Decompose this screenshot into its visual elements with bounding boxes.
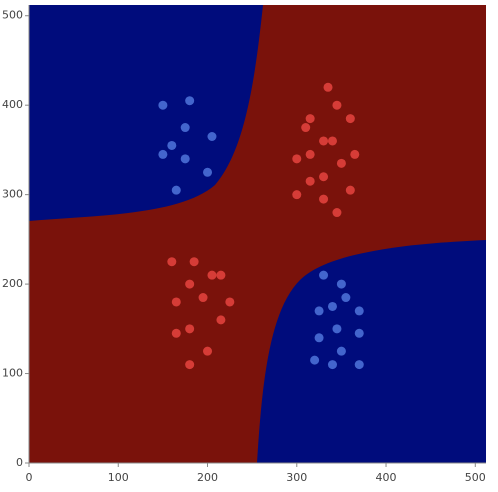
point (292, 190, 302, 200)
point (185, 279, 195, 289)
y-tick-label: 0 (16, 456, 23, 469)
point (171, 328, 181, 338)
point (158, 149, 168, 159)
point (158, 100, 168, 110)
x-tick-label: 0 (26, 471, 33, 484)
point (171, 185, 181, 195)
y-tick-label: 500 (2, 9, 23, 22)
point (323, 82, 333, 92)
point (327, 360, 337, 370)
point (216, 315, 226, 325)
point (207, 270, 217, 280)
point (354, 328, 364, 338)
point (185, 96, 195, 106)
point (310, 355, 320, 365)
point (301, 123, 311, 133)
point (354, 306, 364, 316)
point (327, 136, 337, 146)
y-tick-label: 200 (2, 277, 23, 290)
point (305, 149, 315, 159)
x-tick-label: 300 (286, 471, 307, 484)
point (305, 176, 315, 186)
point (203, 346, 213, 356)
point (354, 360, 364, 370)
point (216, 270, 226, 280)
point (319, 194, 329, 204)
point (332, 324, 342, 334)
y-tick-label: 100 (2, 367, 23, 380)
point (180, 123, 190, 133)
point (319, 136, 329, 146)
point (350, 149, 360, 159)
x-tick-label: 500 (465, 471, 486, 484)
point (198, 293, 208, 303)
point (305, 114, 315, 124)
point (314, 333, 324, 343)
point (332, 208, 342, 218)
point (167, 257, 177, 267)
point (332, 100, 342, 110)
point (171, 297, 181, 307)
x-tick-label: 100 (108, 471, 129, 484)
point (203, 167, 213, 177)
point (336, 158, 346, 168)
point (185, 360, 195, 370)
x-tick-label: 200 (197, 471, 218, 484)
point (207, 131, 217, 141)
point (292, 154, 302, 164)
y-tick-label: 400 (2, 98, 23, 111)
point (185, 324, 195, 334)
point (341, 293, 351, 303)
point (189, 257, 199, 267)
point (327, 301, 337, 311)
region-blue (257, 240, 486, 463)
point (345, 185, 355, 195)
point (314, 306, 324, 316)
point (225, 297, 235, 307)
region-blue (29, 5, 263, 221)
point (319, 270, 329, 280)
point (336, 346, 346, 356)
point (167, 140, 177, 150)
point (319, 172, 329, 182)
point (180, 154, 190, 164)
point (336, 279, 346, 289)
y-tick-label: 300 (2, 188, 23, 201)
x-tick-label: 400 (376, 471, 397, 484)
point (345, 114, 355, 124)
